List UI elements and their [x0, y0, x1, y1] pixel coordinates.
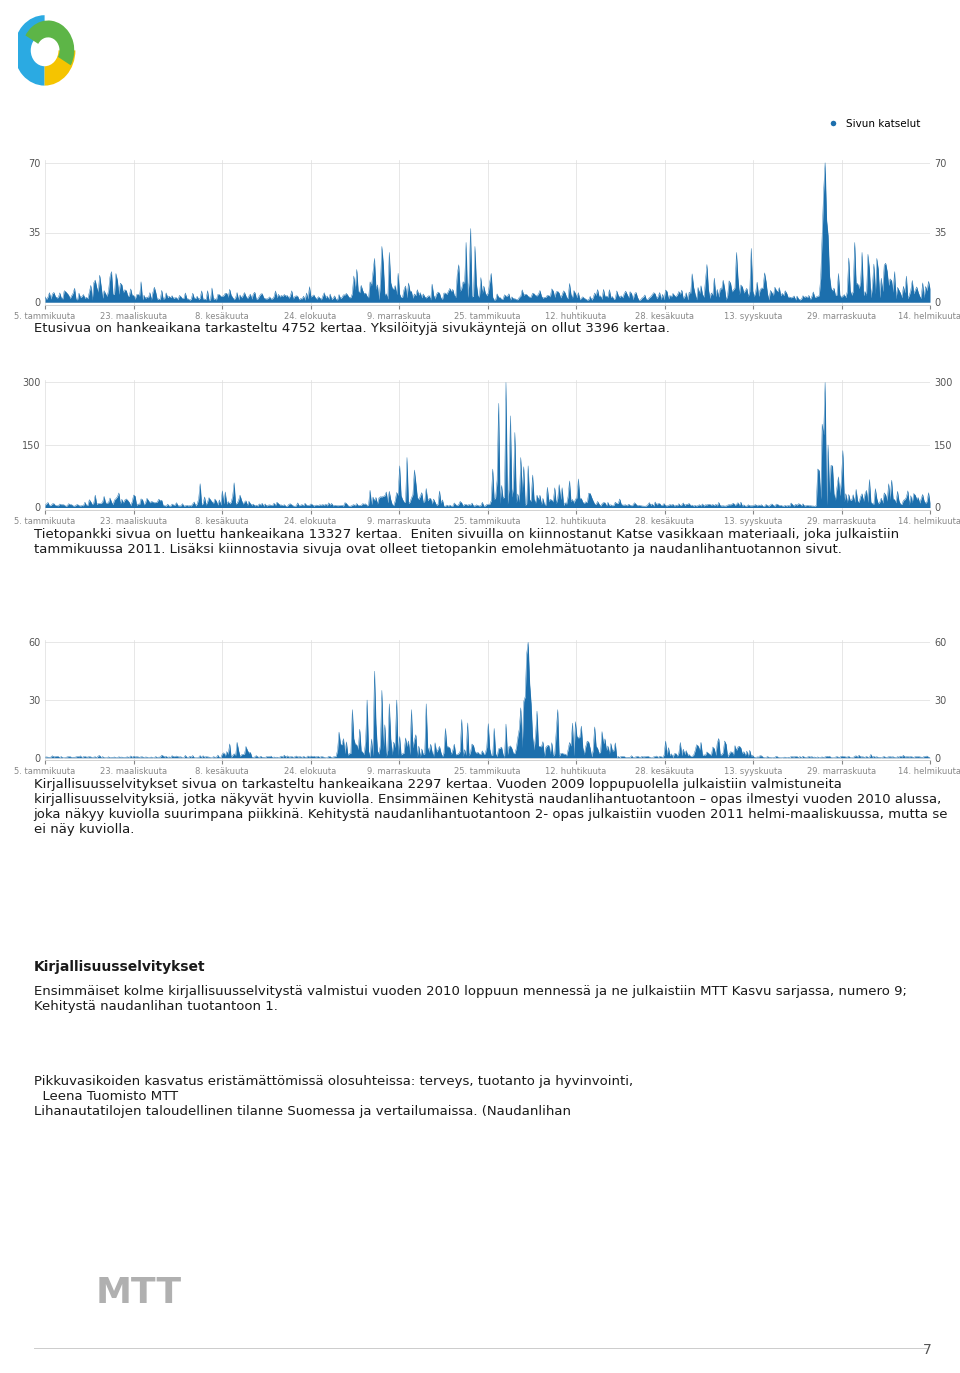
Text: Etusivua on hankeaikana tarkasteltu 4752 kertaa. Yksilöityjä sivukäyntejä on oll: Etusivua on hankeaikana tarkasteltu 4752… — [34, 323, 669, 335]
Text: Ensimmäiset kolme kirjallisuusselvitystä valmistui vuoden 2010 loppuun mennessä : Ensimmäiset kolme kirjallisuusselvitystä… — [34, 984, 906, 1013]
Text: Kirjallisuusselvitykset sivua on tarkasteltu hankeaikana 2297 kertaa. Vuoden 200: Kirjallisuusselvitykset sivua on tarkast… — [34, 778, 948, 836]
Wedge shape — [44, 51, 76, 85]
Legend: Sivun katselut: Sivun katselut — [818, 114, 924, 133]
Text: 7: 7 — [923, 1343, 931, 1357]
Text: MTT: MTT — [96, 1276, 182, 1310]
Wedge shape — [13, 15, 44, 85]
Text: Tietopankki sivua on luettu hankeaikana 13327 kertaa.  Eniten sivuilla on kiinno: Tietopankki sivua on luettu hankeaikana … — [34, 529, 899, 556]
Wedge shape — [25, 21, 74, 66]
Text: Pikkuvasikoiden kasvatus eristämättömissä olosuhteissa: terveys, tuotanto ja hyv: Pikkuvasikoiden kasvatus eristämättömiss… — [34, 1075, 633, 1118]
Text: Kirjallisuusselvitykset: Kirjallisuusselvitykset — [34, 960, 205, 973]
